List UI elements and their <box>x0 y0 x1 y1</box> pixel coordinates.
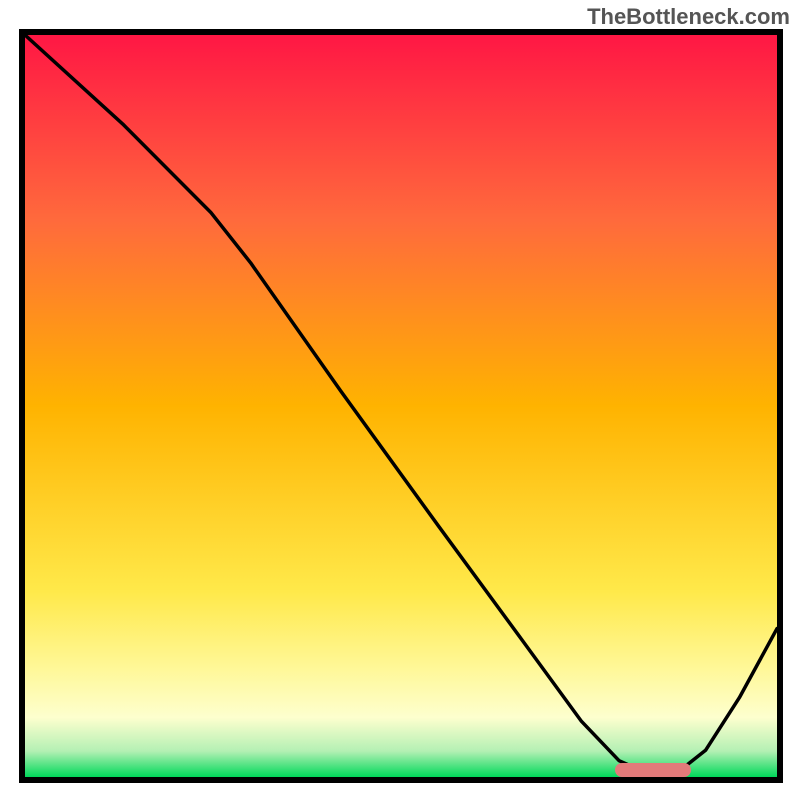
watermark-text: TheBottleneck.com <box>587 4 790 30</box>
chart-root: TheBottleneck.com <box>0 0 800 800</box>
bottleneck-curve <box>0 0 800 800</box>
optimal-range-marker <box>615 763 690 777</box>
